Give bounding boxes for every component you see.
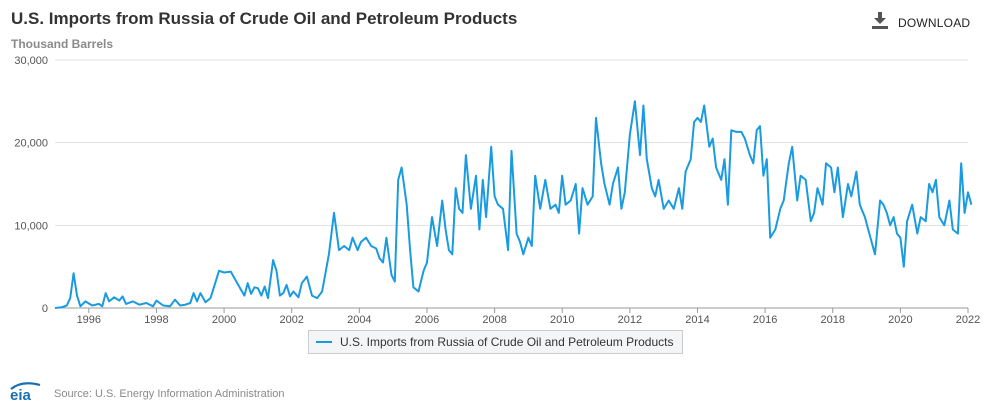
x-tick-label: 2002 [279,314,303,326]
eia-logo: eia [8,380,44,407]
x-tick-label: 2020 [888,314,912,326]
download-label: DOWNLOAD [898,16,971,30]
grid-lines [55,59,968,226]
y-tick-label: 10,000 [14,220,48,232]
x-tick-label: 1996 [77,314,101,326]
series-layer [54,100,973,309]
legend-label: U.S. Imports from Russia of Crude Oil an… [340,335,674,349]
x-tick-label: 2006 [415,314,439,326]
legend-item[interactable]: U.S. Imports from Russia of Crude Oil an… [308,330,683,354]
line-chart: 0 10,000 20,000 30,000 1996 1998 2000 2002 2004 2… [14,55,980,326]
svg-text:eia: eia [10,387,32,402]
source-text: Source: U.S. Energy Information Administ… [54,387,285,400]
legend-swatch [316,341,332,343]
series-line [54,100,973,309]
source-footer: eia Source: U.S. Energy Information Admi… [8,380,285,407]
x-tick-label: 2010 [550,314,574,326]
x-tick-label: 2014 [685,314,709,326]
x-tick-label: 2004 [347,314,371,326]
x-tick-label: 2008 [482,314,506,326]
chart-title: U.S. Imports from Russia of Crude Oil an… [11,9,518,28]
x-tick-label: 2012 [618,314,642,326]
axes [55,307,969,313]
x-tick-label: 2018 [820,314,844,326]
y-tick-label: 20,000 [14,138,48,150]
unit-label: Thousand Barrels [11,37,114,51]
y-tick-label: 0 [42,303,48,315]
x-tick-label: 1998 [144,314,168,326]
x-tick-label: 2000 [212,314,236,326]
download-icon [872,12,888,34]
x-tick-label: 2022 [956,314,980,326]
y-tick-label: 30,000 [14,55,48,67]
tick-labels: 0 10,000 20,000 30,000 1996 1998 2000 2002 2004 2… [14,55,980,326]
download-button[interactable]: DOWNLOAD [872,12,971,34]
x-tick-label: 2016 [753,314,777,326]
